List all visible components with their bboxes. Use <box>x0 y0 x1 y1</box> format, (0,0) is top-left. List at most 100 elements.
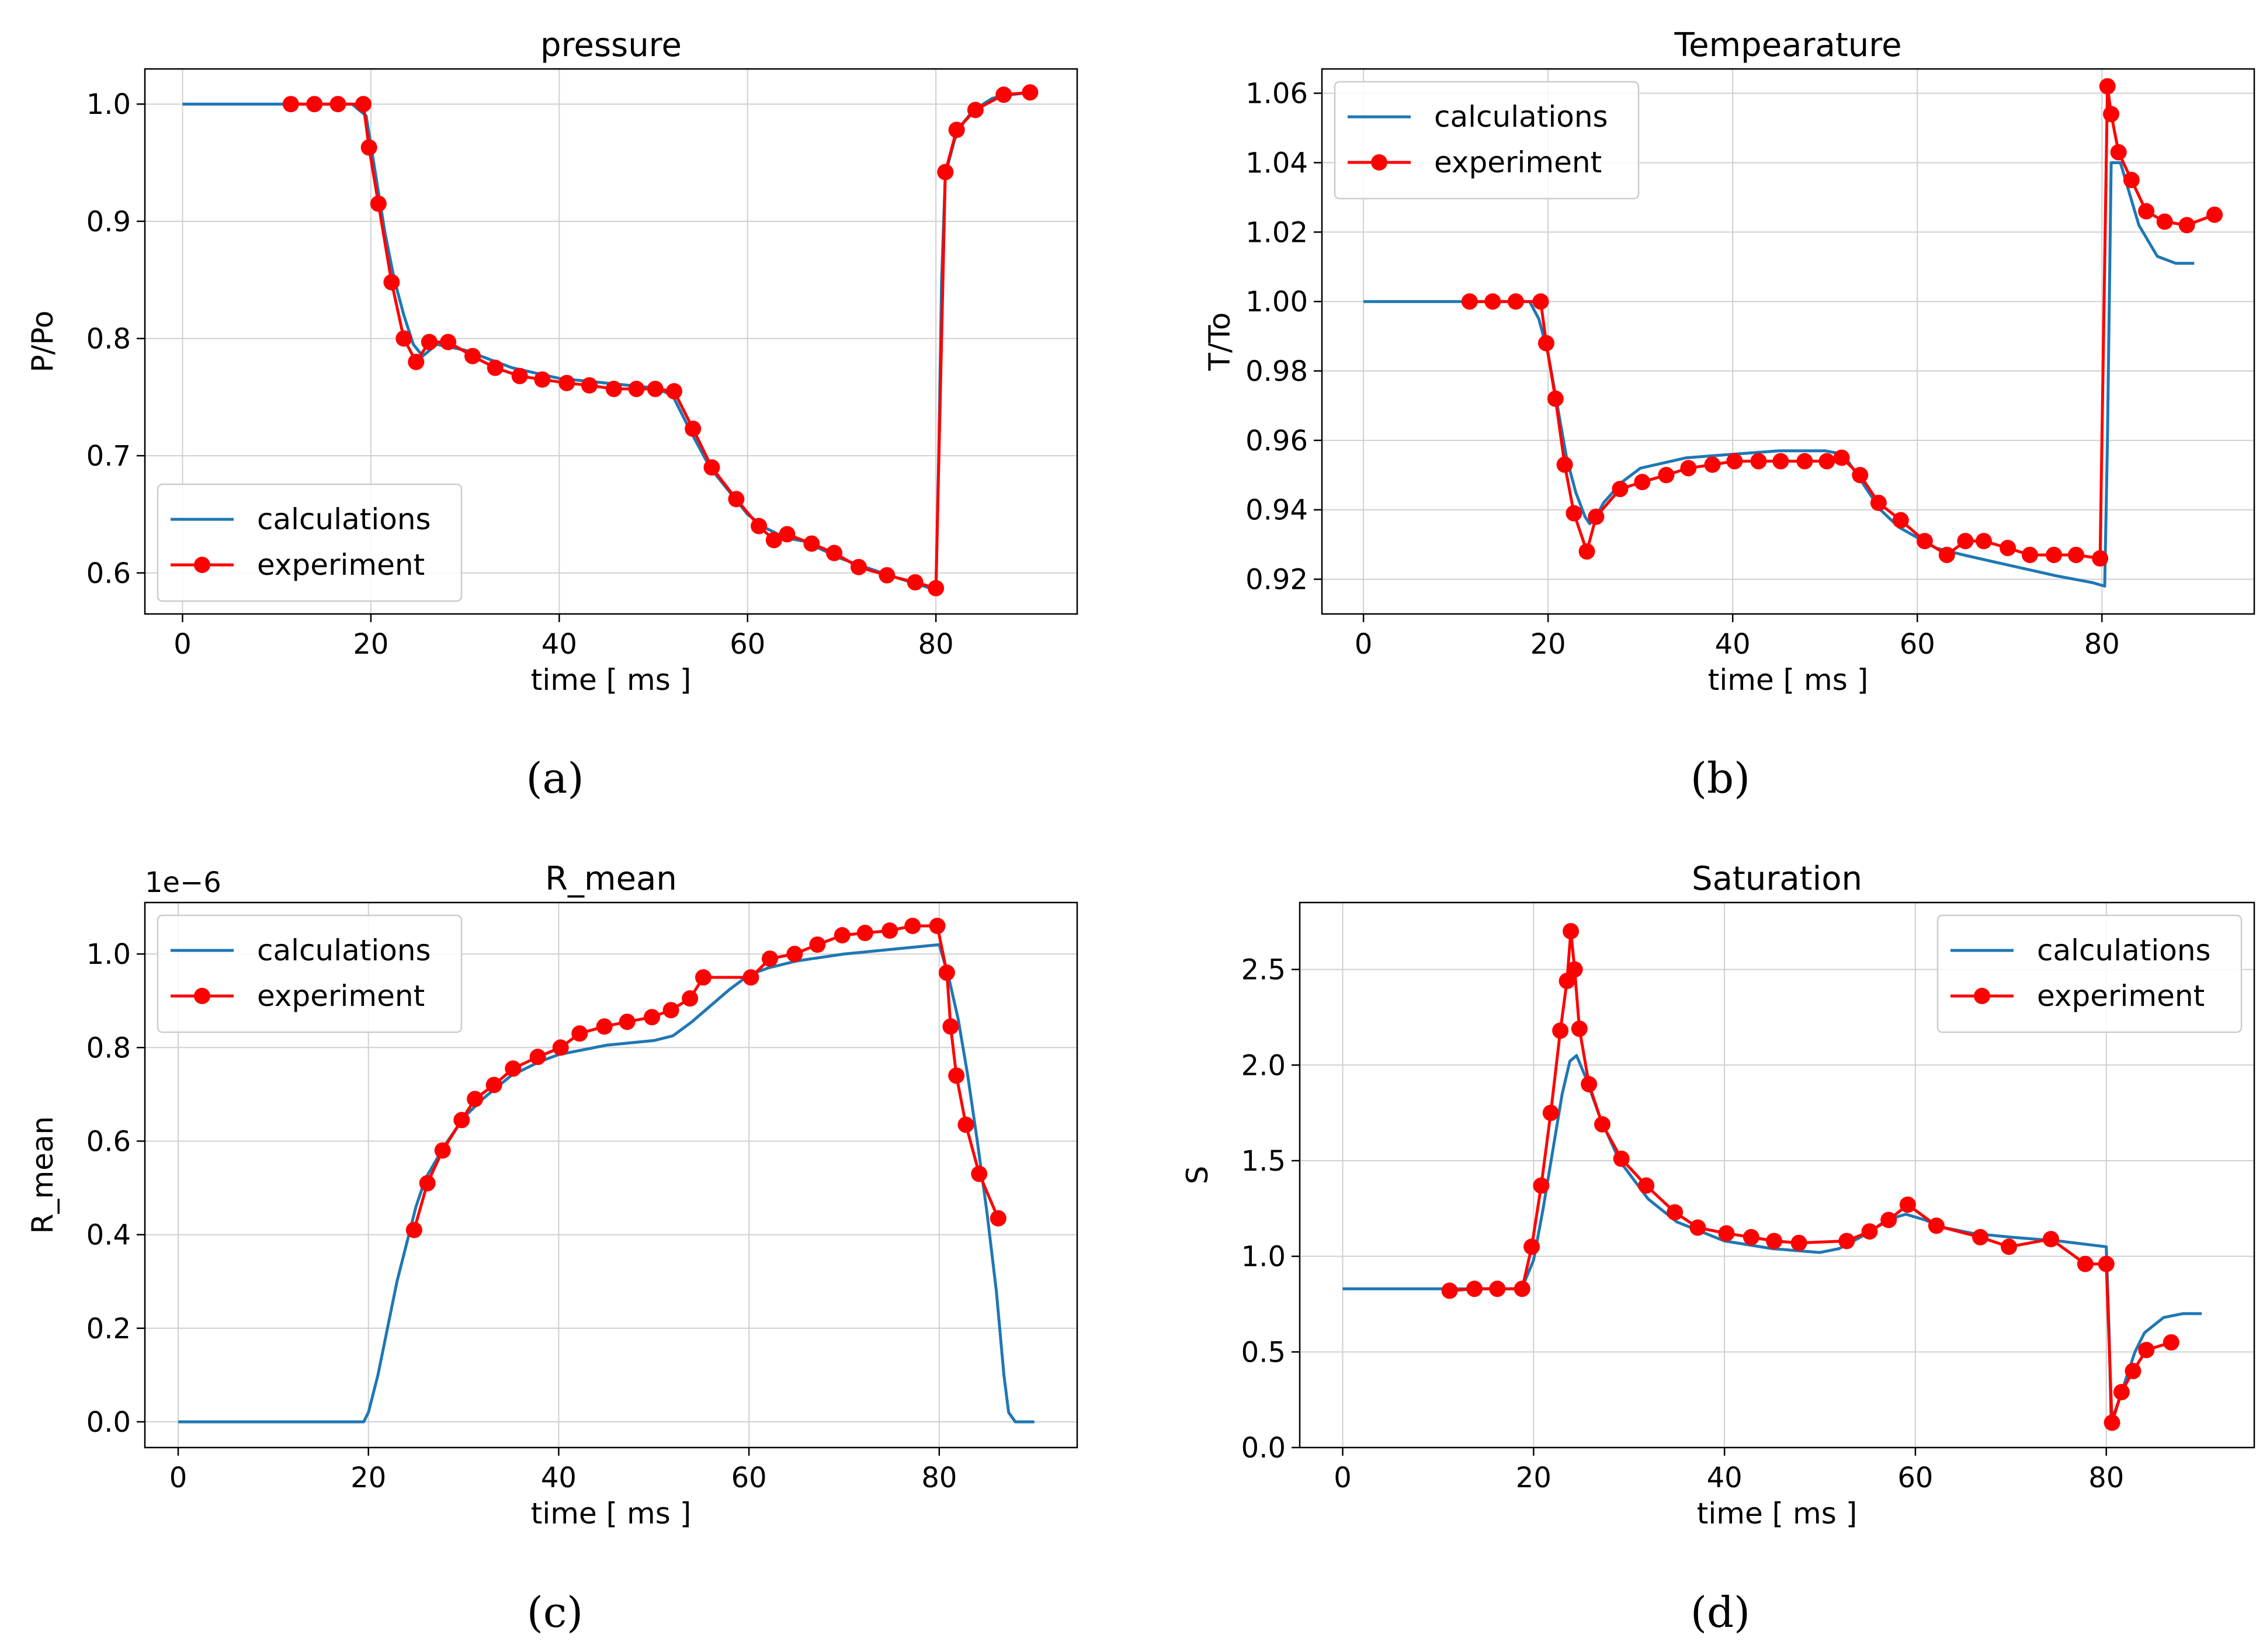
data-point-experiment <box>1613 1150 1630 1167</box>
data-point-experiment <box>695 969 711 986</box>
data-point-experiment <box>809 936 826 953</box>
data-point-experiment <box>834 927 851 944</box>
data-point-experiment <box>751 518 768 535</box>
data-point-experiment <box>628 380 645 397</box>
data-point-experiment <box>1578 543 1595 560</box>
data-point-experiment <box>395 330 412 347</box>
data-point-experiment <box>487 359 504 376</box>
x-tick-label: 80 <box>2084 628 2120 661</box>
data-point-experiment <box>1726 453 1743 470</box>
y-tick-label: 0.0 <box>86 1406 131 1439</box>
y-tick-label: 0.8 <box>86 1032 131 1064</box>
data-point-experiment <box>355 96 372 113</box>
y-tick-label: 1.0 <box>86 938 131 971</box>
data-point-experiment <box>685 420 702 437</box>
data-point-experiment <box>1484 293 1501 310</box>
data-point-experiment <box>990 1210 1006 1227</box>
data-point-experiment <box>1818 453 1835 470</box>
data-point-experiment <box>2104 1414 2120 1431</box>
x-tick-label: 40 <box>1707 1462 1743 1494</box>
x-tick-label: 20 <box>350 1462 386 1494</box>
y-tick-label: 0.0 <box>1241 1432 1286 1464</box>
data-point-experiment <box>803 535 820 552</box>
data-point-experiment <box>1928 1217 1945 1234</box>
data-point-experiment <box>2138 203 2155 220</box>
data-point-experiment <box>2098 1255 2115 1272</box>
chart-title: pressure <box>540 26 682 64</box>
data-point-experiment <box>421 334 438 350</box>
data-point-experiment <box>383 274 400 291</box>
data-point-experiment <box>419 1175 436 1192</box>
data-point-experiment <box>2113 1384 2130 1401</box>
y-tick-label: 2.0 <box>1241 1049 1286 1082</box>
y-tick-label: 1.04 <box>1245 147 1308 179</box>
y-tick-label: 2.5 <box>1241 954 1286 987</box>
chart-title: Tempearature <box>1674 26 1901 64</box>
data-point-experiment <box>1022 84 1039 101</box>
data-point-experiment <box>467 1091 484 1108</box>
data-point-experiment <box>779 526 796 543</box>
data-point-experiment <box>596 1018 613 1035</box>
data-point-experiment <box>2123 172 2140 189</box>
data-point-experiment <box>929 918 946 935</box>
legend-label-experiment: experiment <box>257 979 425 1013</box>
data-point-experiment <box>1571 1021 1588 1037</box>
x-tick-label: 80 <box>921 1462 957 1494</box>
x-tick-label: 20 <box>1530 628 1566 661</box>
data-point-experiment <box>1566 961 1583 978</box>
x-tick-label: 20 <box>1516 1462 1552 1494</box>
data-point-experiment <box>1899 1196 1916 1213</box>
legend-marker <box>1371 154 1387 171</box>
chart-a: 0 20 40 60 80 0.6 0.7 0.8 0.9 1.0 pressure time [ m… <box>26 26 1078 697</box>
data-point-experiment <box>434 1142 451 1159</box>
legend-label-calculations: calculations <box>257 933 431 967</box>
x-axis-label: time [ ms ] <box>1708 663 1868 697</box>
x-tick-label: 40 <box>541 1462 577 1494</box>
data-point-experiment <box>529 1049 546 1066</box>
data-point-experiment <box>1533 1177 1550 1194</box>
data-point-experiment <box>856 925 873 942</box>
data-point-experiment <box>761 950 778 967</box>
chart-b: 0 20 40 60 80 0.92 0.94 0.96 0.98 1.00 1.02 1.04 1.0… <box>1203 26 2255 697</box>
y-axis-label: P/Po <box>26 311 60 373</box>
y-tick-label: 1.00 <box>1245 286 1308 318</box>
y-tick-label: 0.7 <box>86 440 131 473</box>
data-point-experiment <box>957 1116 974 1133</box>
data-point-experiment <box>948 1067 965 1084</box>
data-point-experiment <box>1514 1280 1530 1297</box>
data-point-experiment <box>440 334 457 350</box>
data-point-experiment <box>2103 106 2120 123</box>
series-line-calculations <box>178 943 1035 1424</box>
data-point-experiment <box>850 558 867 575</box>
data-point-experiment <box>1634 474 1651 491</box>
legend: calculations experiment <box>1334 81 1640 200</box>
x-tick-label: 60 <box>1900 628 1935 661</box>
data-point-experiment <box>619 1014 636 1030</box>
data-point-experiment <box>1559 973 1575 990</box>
data-point-experiment <box>1537 335 1554 352</box>
data-point-experiment <box>2206 206 2223 223</box>
axes-frame <box>1299 901 2255 1449</box>
data-point-experiment <box>1638 1177 1655 1194</box>
legend-box <box>157 483 463 602</box>
x-tick-label: 80 <box>918 628 954 661</box>
data-point-experiment <box>1870 494 1887 511</box>
data-point-experiment <box>948 122 965 138</box>
data-point-experiment <box>505 1060 522 1077</box>
y-tick-label: 0.5 <box>1241 1336 1286 1369</box>
y-tick-label: 0.4 <box>86 1219 131 1252</box>
data-point-experiment <box>786 946 803 963</box>
legend-label-experiment: experiment <box>2037 979 2205 1013</box>
y-axis-label: R_mean <box>26 1116 60 1234</box>
data-point-experiment <box>1658 467 1675 484</box>
data-point-experiment <box>742 969 759 986</box>
data-point-experiment <box>1566 505 1582 522</box>
data-point-experiment <box>1972 1228 1989 1245</box>
legend-label-calculations: calculations <box>1434 100 1608 134</box>
data-point-experiment <box>511 367 528 384</box>
legend: calculations experiment <box>1936 914 2243 1033</box>
data-point-experiment <box>485 1077 502 1094</box>
x-tick-label: 60 <box>1897 1462 1933 1494</box>
